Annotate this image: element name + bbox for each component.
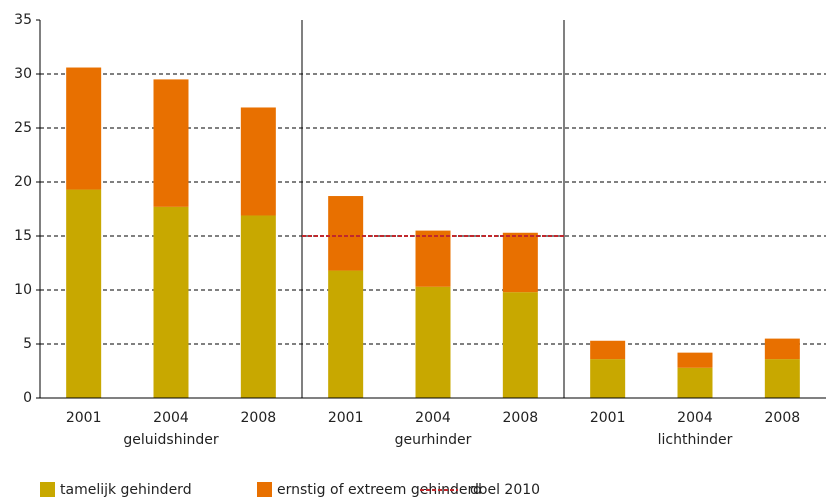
legend-label: doel 2010 xyxy=(470,482,540,498)
bar-segment xyxy=(153,79,189,207)
bar-segment xyxy=(502,232,538,293)
group-label: geluidshinder xyxy=(123,432,218,448)
legend-swatch xyxy=(40,482,55,497)
y-tick-label: 10 xyxy=(14,282,32,298)
bar-segment xyxy=(677,352,713,368)
bar-segment xyxy=(502,292,538,398)
x-tick-label: 2001 xyxy=(328,410,364,426)
y-tick-label: 35 xyxy=(14,12,32,28)
x-tick-label: 2001 xyxy=(66,410,102,426)
bar-segment xyxy=(153,206,189,398)
x-tick-label: 2004 xyxy=(153,410,189,426)
bar-segment xyxy=(240,107,276,216)
bar-segment xyxy=(764,338,800,360)
x-tick-label: 2008 xyxy=(765,410,801,426)
x-tick-label: 2004 xyxy=(415,410,451,426)
y-tick-label: 20 xyxy=(14,174,32,190)
bar-segment xyxy=(240,215,276,398)
legend-swatch xyxy=(257,482,272,497)
x-tick-label: 2008 xyxy=(241,410,277,426)
group-label: geurhinder xyxy=(395,432,472,448)
bar-segment xyxy=(590,340,626,360)
x-tick-label: 2008 xyxy=(503,410,539,426)
y-tick-label: 25 xyxy=(14,120,32,136)
bar-segment xyxy=(590,359,626,398)
y-tick-label: 5 xyxy=(23,336,32,352)
y-tick-label: 15 xyxy=(14,228,32,244)
y-tick-label: 30 xyxy=(14,66,32,82)
legend-label: ernstig of extreem gehinderd xyxy=(277,482,482,498)
bar-segment xyxy=(415,230,451,287)
bar-segment xyxy=(328,270,364,398)
bar-segment xyxy=(764,359,800,398)
bar-segment xyxy=(328,196,364,271)
group-label: lichthinder xyxy=(658,432,733,448)
bar-segment xyxy=(415,286,451,398)
bar-segment xyxy=(677,367,713,398)
bar-segment xyxy=(66,189,102,398)
legend-label: tamelijk gehinderd xyxy=(60,482,192,498)
y-tick-label: 0 xyxy=(23,390,32,406)
x-tick-label: 2001 xyxy=(590,410,626,426)
x-tick-label: 2004 xyxy=(677,410,713,426)
bar-segment xyxy=(66,67,102,190)
